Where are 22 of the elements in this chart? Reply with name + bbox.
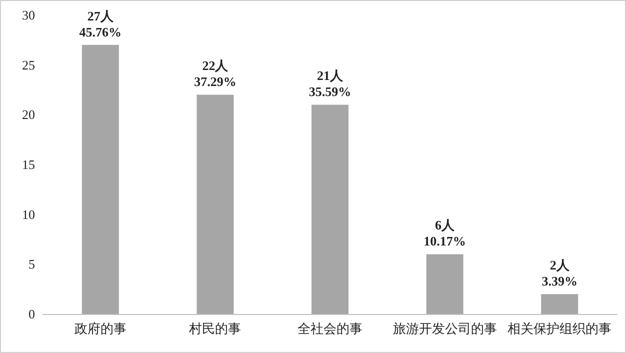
data-label: 21人 35.59% (308, 68, 352, 100)
x-tick-label: 旅游开发公司的事 (392, 321, 497, 336)
y-tick-label: 15 (22, 157, 35, 172)
x-tick-label: 政府的事 (74, 321, 126, 336)
y-tick-label: 25 (22, 57, 35, 72)
x-tick-label: 村民的事 (188, 321, 242, 336)
bar (82, 44, 119, 314)
bar (196, 94, 234, 314)
x-tick-label: 全社会的事 (298, 321, 362, 336)
y-tick-label: 5 (28, 256, 35, 272)
y-tick-label: 30 (22, 8, 35, 22)
data-label: 6人 10.17% (424, 218, 466, 249)
bar (426, 254, 464, 314)
data-label: 22人 37.29% (194, 58, 236, 90)
y-tick-label: 20 (22, 107, 35, 122)
y-tick-label: 0 (28, 306, 35, 322)
bar (312, 104, 348, 314)
data-label: 27人 45.76% (79, 8, 122, 40)
bar (541, 294, 578, 314)
data-label: 2人 3.39% (542, 258, 578, 289)
x-tick-label: 相关保护组织的事 (508, 321, 612, 336)
y-tick-label: 10 (22, 206, 35, 222)
